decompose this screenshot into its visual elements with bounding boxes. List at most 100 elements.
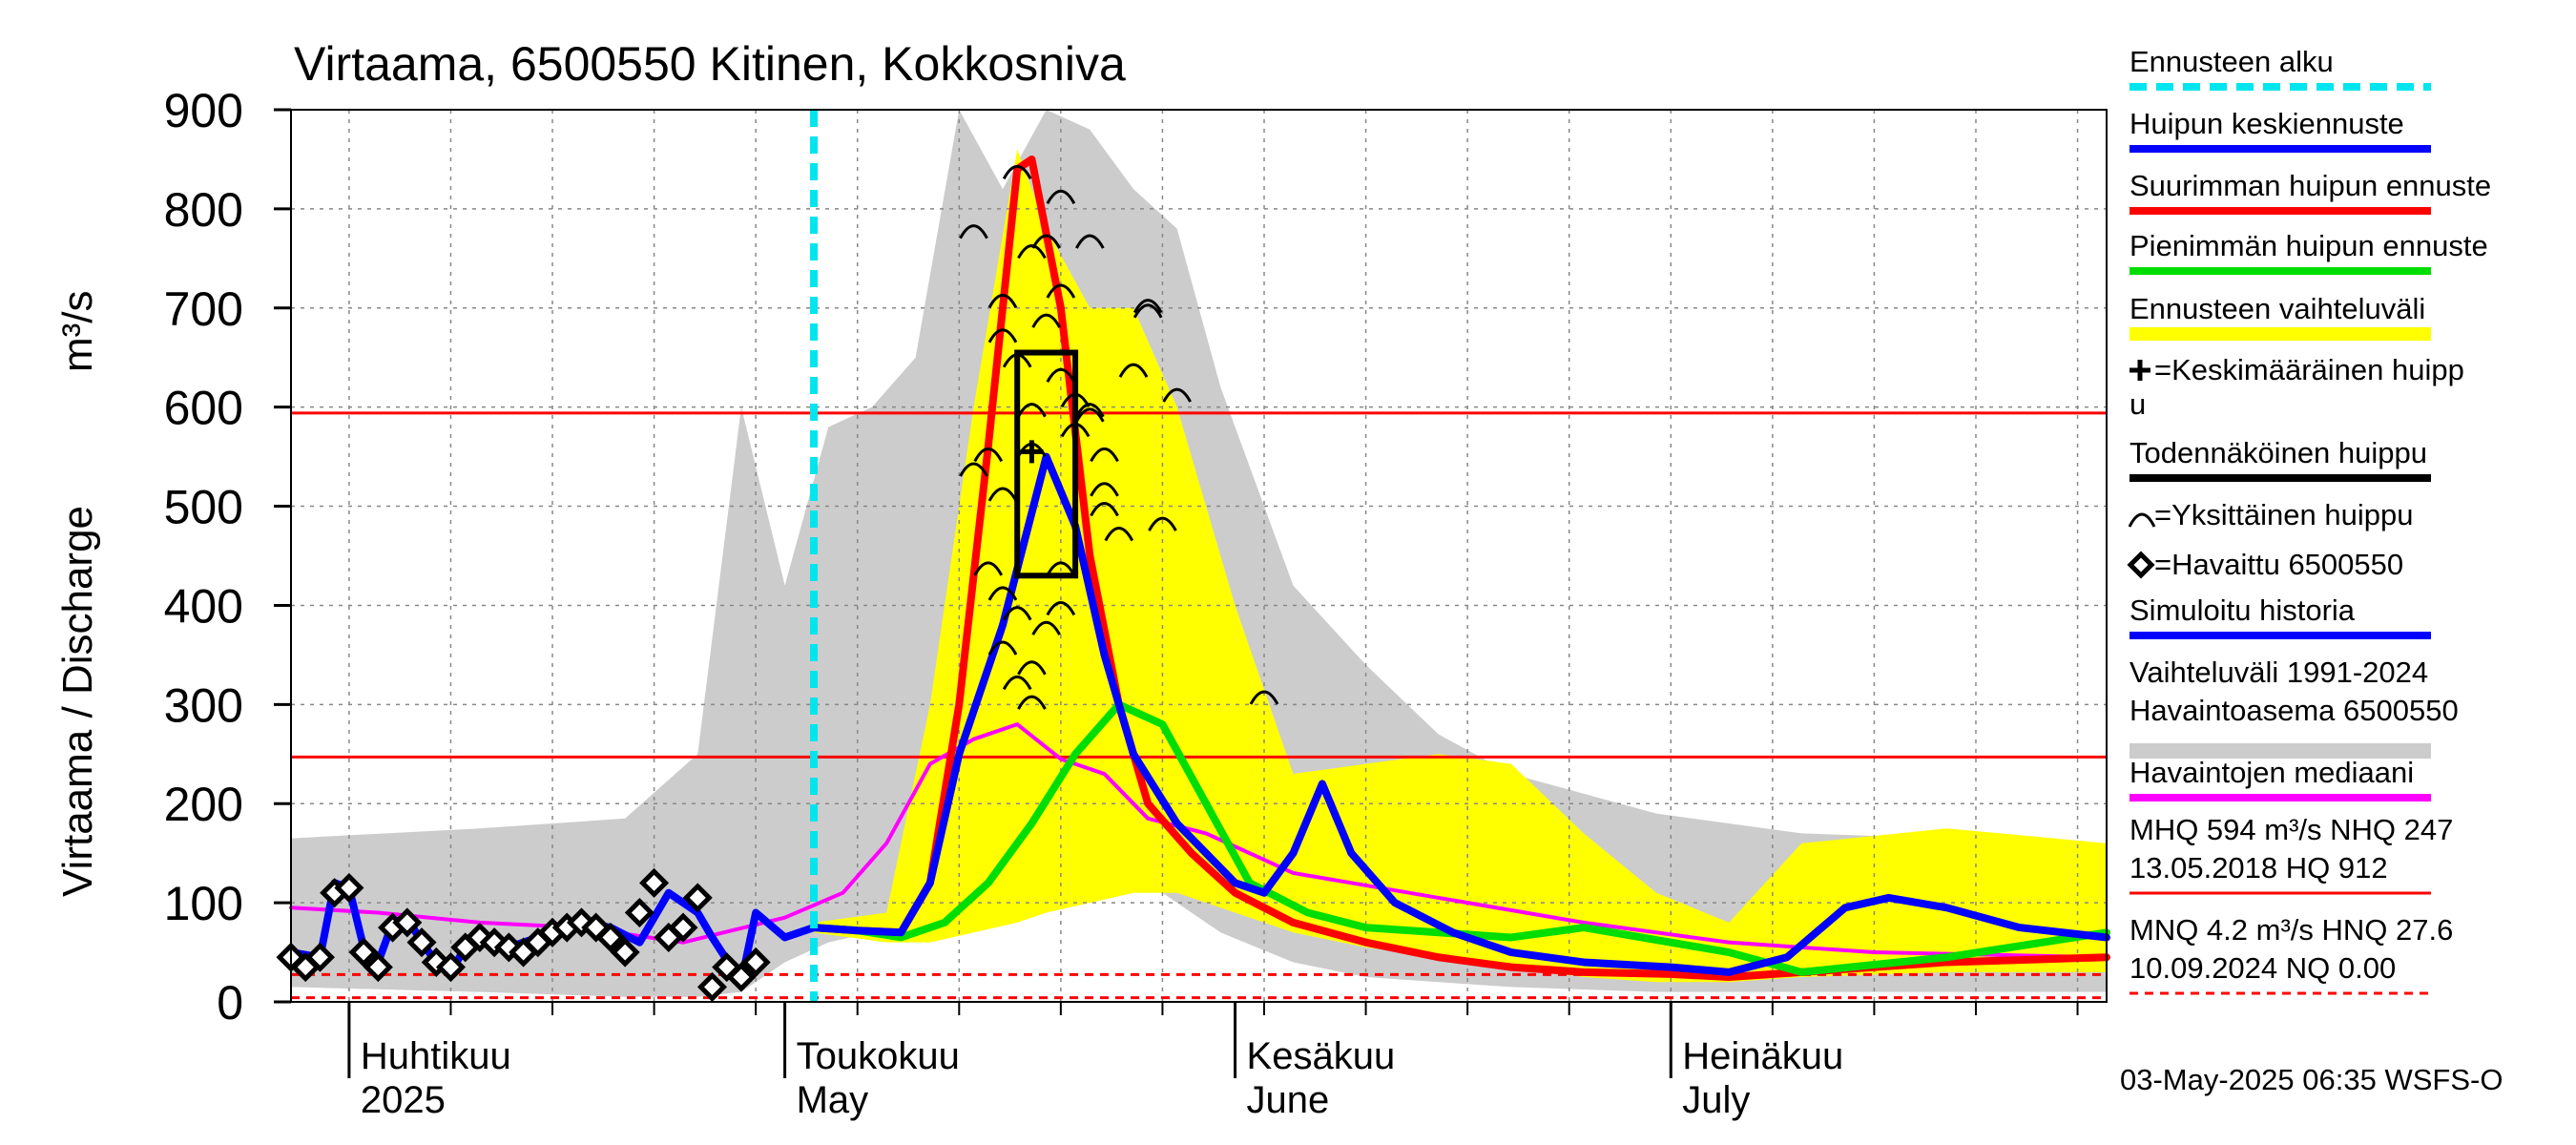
legend-label: Pienimmän huipun ennuste [2129, 229, 2488, 262]
individual-peak-arc [1017, 403, 1047, 418]
y-tick-label: 0 [217, 976, 243, 1030]
legend-item: Huipun keskiennuste [2129, 107, 2431, 153]
observed-diamond [696, 971, 728, 1002]
y-tick-label: 200 [164, 778, 243, 831]
individual-peak-arc [1118, 363, 1149, 378]
legend-label: =Keskimääräinen huipp [2154, 353, 2464, 386]
observed-diamond [435, 952, 466, 983]
legend-label-2: 10.09.2024 NQ 0.00 [2129, 951, 2396, 985]
mean-peak-forecast-line [810, 452, 2110, 976]
month-label-en: July [1682, 1079, 1750, 1121]
individual-peak-arc [1031, 234, 1061, 249]
individual-peak-arc [1046, 561, 1076, 576]
observed-diamond [595, 922, 626, 953]
individual-peak-arc [1249, 690, 1279, 705]
individual-peak-arc [1046, 189, 1076, 205]
individual-peak-arc [1046, 600, 1076, 616]
individual-peak-arc [1046, 367, 1076, 384]
legend-item: Suurimman huipun ennuste [2129, 169, 2491, 215]
individual-peak-arc [1132, 303, 1163, 319]
observed-diamond [334, 872, 364, 904]
individual-peak-arc [973, 561, 1004, 576]
individual-peak-arc [1031, 313, 1061, 328]
individual-peak-arc [987, 640, 1018, 656]
month-label-fi: Kesäkuu [1247, 1035, 1396, 1077]
legend-item: MNQ 4.2 m³/s HNQ 27.6 10.09.2024 NQ 0.00 [2129, 913, 2453, 995]
legend-label: Havaintojen mediaani [2129, 756, 2414, 789]
y-axis-label: Virtaama / Discharge [54, 506, 101, 897]
individual-peak-arc [1002, 675, 1032, 691]
min-peak-forecast-line [810, 700, 2110, 976]
y-tick-label: 600 [164, 382, 243, 435]
observed-diamond [304, 942, 335, 972]
individual-peak-arc [987, 586, 1018, 601]
observed-diamond [668, 912, 698, 943]
individual-peak-arc [1090, 482, 1119, 497]
individual-peak-arc [1148, 516, 1177, 531]
legend-item: =Keskimääräinen huippu [2129, 353, 2464, 421]
legend-label: Todennäköinen huippu [2129, 436, 2427, 469]
individual-peak-arc [1074, 403, 1105, 418]
mean-peak-marker [1020, 440, 1044, 464]
observed-diamond [406, 927, 437, 958]
observed-diamond [392, 907, 423, 938]
individual-peak-arc [1017, 243, 1047, 260]
legend-item: Simuloitu historia [2129, 593, 2431, 639]
individual-peak-arc [1162, 387, 1192, 403]
probable-peak-box [1014, 349, 1079, 579]
y-tick-label: 800 [164, 183, 243, 237]
x-ticks [347, 1002, 2079, 1015]
observed-diamond [682, 883, 713, 913]
legend-label: Ennusteen alku [2129, 45, 2334, 78]
legend-item: Ennusteen alku [2129, 45, 2431, 91]
max-peak-forecast-line [810, 155, 2110, 982]
legend-item: =Yksittäinen huippu [2128, 498, 2413, 531]
legend-item: Vaihteluväli 1991-2024 Havaintoasema 650… [2129, 656, 2459, 759]
observed-diamond [639, 867, 670, 898]
month-label-en: May [797, 1079, 869, 1121]
legend-item: Todennäköinen huippu [2129, 436, 2431, 482]
legend-item: Ennusteen vaihteluväli [2129, 292, 2431, 341]
individual-peak-arc [1031, 620, 1061, 635]
individual-peak-arc [1074, 234, 1105, 249]
plot-area [276, 109, 2110, 1015]
individual-peak-arc [987, 328, 1018, 344]
legend-label: Vaihteluväli 1991-2024 [2129, 656, 2428, 689]
individual-peak-arc [1017, 695, 1047, 710]
legend-item: MHQ 594 m³/s NHQ 247 13.05.2018 HQ 912 [2129, 813, 2453, 895]
individual-peak-arc [1017, 660, 1047, 676]
grid [291, 110, 2107, 1002]
observed-diamond [726, 962, 757, 992]
legend-arc-icon [2128, 512, 2156, 528]
legend-label: Suurimman huipun ennuste [2129, 169, 2491, 202]
legend-label: Huipun keskiennuste [2129, 107, 2404, 140]
y-tick-label: 900 [164, 84, 243, 137]
legend-item: Pienimmän huipun ennuste [2129, 229, 2488, 275]
legend-diamond-icon [2127, 551, 2155, 579]
legend-item: Havaintojen mediaani [2129, 756, 2431, 802]
legend-label: Ennusteen vaihteluväli [2129, 292, 2425, 325]
month-label-fi: Heinäkuu [1682, 1035, 1843, 1077]
month-label-fi: Huhtikuu [361, 1035, 511, 1077]
legend-plus-icon [2129, 360, 2150, 381]
legend-label: MHQ 594 m³/s NHQ 247 [2129, 813, 2453, 846]
individual-peak-arc [959, 462, 988, 477]
individual-peaks [959, 164, 1279, 710]
chart-title: Virtaama, 6500550 Kitinen, Kokkosniva [294, 37, 1126, 91]
legend-label: =Yksittäinen huippu [2154, 498, 2413, 531]
individual-peak-arc [987, 293, 1018, 309]
y-axis-unit: m³/s [54, 290, 101, 372]
observed-diamond [610, 937, 640, 968]
legend-label: =Havaittu 6500550 [2154, 548, 2403, 581]
y-tick-label: 100 [164, 877, 243, 930]
plot-frame [290, 109, 2108, 1003]
observed-diamond [348, 937, 379, 968]
legend-label-2: Havaintoasema 6500550 [2129, 694, 2459, 727]
month-label-en: 2025 [361, 1079, 446, 1121]
individual-peak-arc [1002, 606, 1032, 621]
individual-peak-arc [1074, 407, 1105, 423]
observed-diamond [740, 947, 771, 977]
y-tick-label: 700 [164, 282, 243, 336]
